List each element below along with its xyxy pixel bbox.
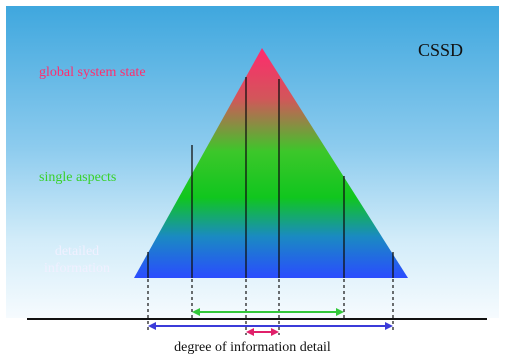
level-label-detailed: detailed information: [43, 244, 111, 276]
diagram-title: CSSD: [418, 40, 464, 60]
information-pyramid: [134, 48, 408, 278]
level-label-single: single aspects: [39, 170, 117, 185]
range-arrow-detailed: [148, 322, 393, 330]
axis-label: degree of information detail: [174, 340, 331, 355]
level-label-global: global system state: [39, 65, 146, 80]
range-arrow-global: [246, 328, 279, 336]
range-arrow-single: [192, 308, 344, 316]
